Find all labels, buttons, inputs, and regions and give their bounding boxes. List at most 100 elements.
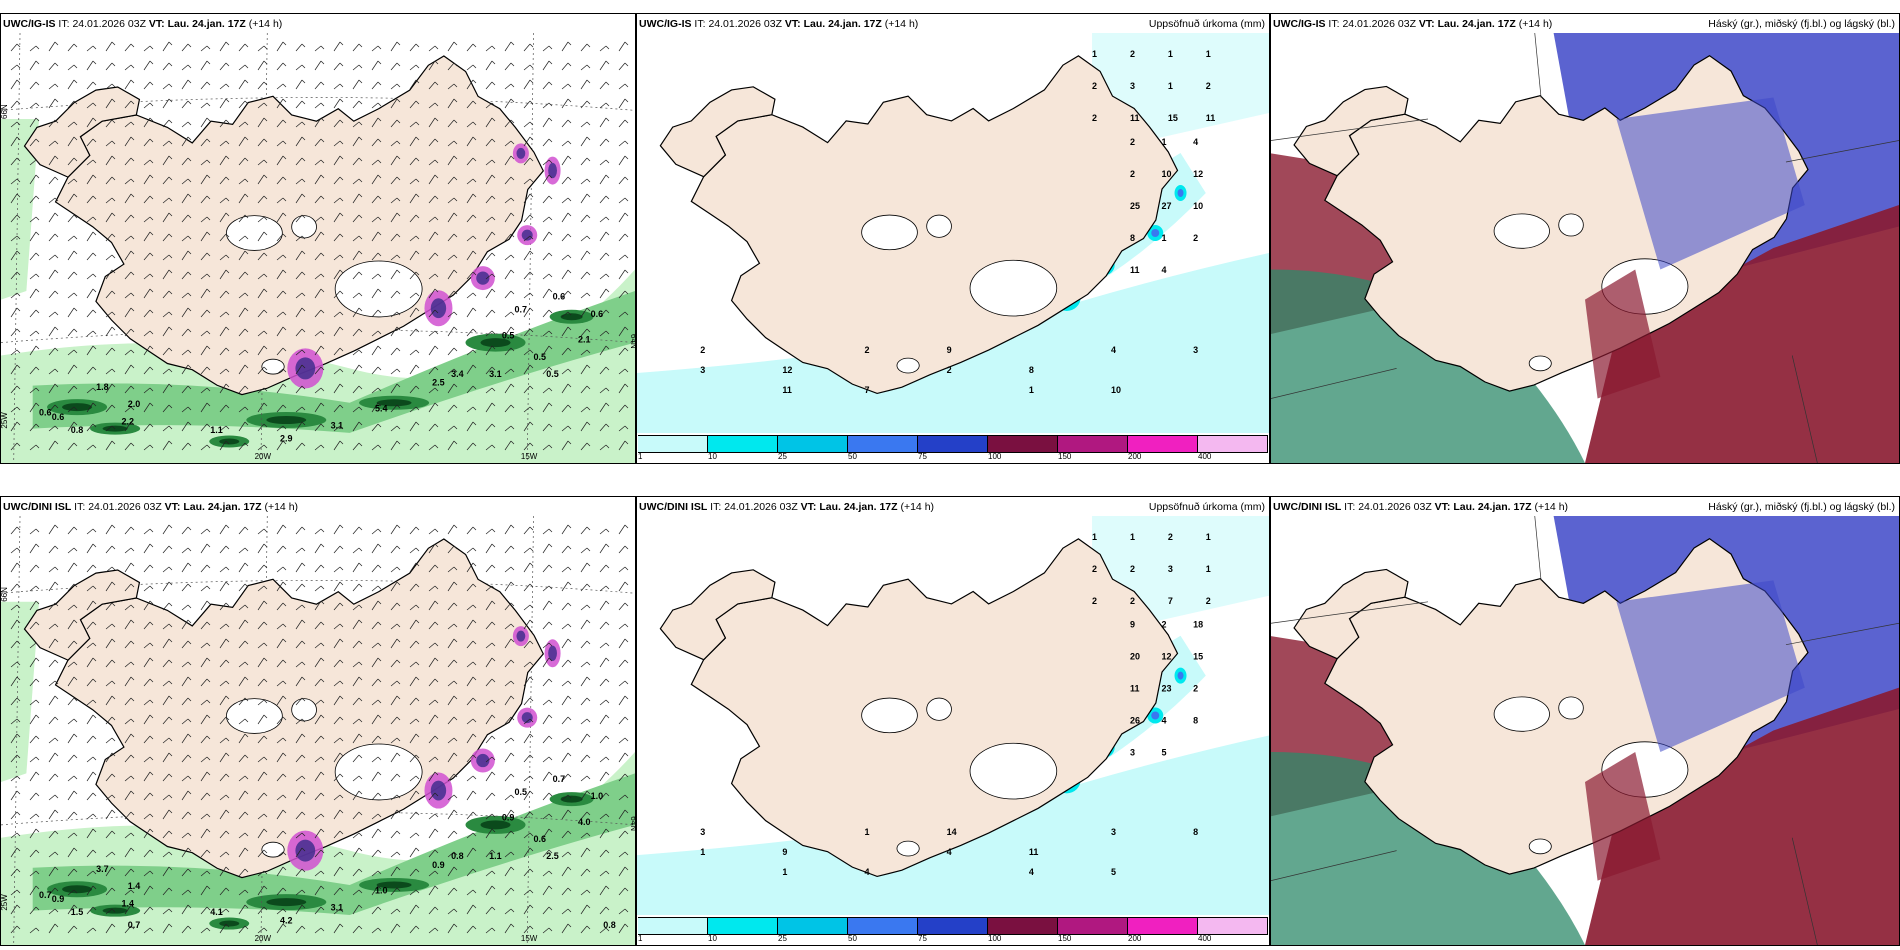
panel-header: UWC/DINI ISL IT: 24.01.2026 03Z VT: Lau.…	[3, 500, 631, 514]
map-title: Uppsöfnuð úrkoma (mm)	[1148, 18, 1265, 30]
map-title: Háský (gr.), miðský (fj.bl.) og lágský (…	[1708, 501, 1895, 513]
precip-value-label: 8	[1029, 365, 1034, 375]
legend-tick-label: 150	[1058, 934, 1072, 943]
wind-value-label: 0.7	[553, 774, 566, 784]
precip-value-label: 4	[1111, 345, 1116, 355]
wind-value-label: 0.9	[432, 860, 445, 870]
graticule-label: 15W	[521, 934, 538, 943]
graticule-label: 25W	[1, 894, 9, 911]
wind-value-label: 0.5	[546, 369, 559, 379]
precip-value-label: 26	[1130, 715, 1140, 725]
it-label: IT:	[74, 501, 86, 513]
lead-time: (+14 h)	[248, 18, 283, 30]
legend-tick-label: 10	[708, 934, 717, 943]
wind-value-label: 1.1	[210, 425, 223, 435]
wind-barbs	[10, 41, 629, 451]
snow-contours	[287, 626, 561, 871]
wind-value-label: 2.0	[128, 399, 141, 409]
legend-swatch	[848, 918, 918, 934]
legend-swatch	[1058, 918, 1128, 934]
precip-value-label: 11	[1130, 265, 1140, 275]
snow-contours	[287, 143, 561, 389]
wind-value-label: 2.1	[578, 335, 591, 345]
precip-value-label: 9	[947, 345, 952, 355]
lead-time: (+14 h)	[1518, 18, 1553, 30]
iceland-landmass	[23, 55, 545, 396]
legend-swatch	[848, 436, 918, 452]
precip-value-label: 25	[1130, 201, 1140, 211]
vt-label: VT:	[784, 18, 801, 30]
legend-swatch	[918, 436, 988, 452]
precip-value-label: 3	[700, 827, 705, 837]
precip-value-label: 2	[947, 365, 952, 375]
wind-value-label: 0.7	[515, 305, 528, 315]
wind-value-label: 2.5	[432, 378, 445, 388]
precip-value-label: 3	[1130, 81, 1135, 91]
legend-swatch	[708, 436, 778, 452]
precip-value-label: 1	[1206, 49, 1211, 59]
lead-time: (+14 h)	[1534, 501, 1569, 513]
panel-precip-ig: UWC/IG-IS IT: 24.01.2026 03Z VT: Lau. 24…	[636, 13, 1270, 464]
precip-value-label: 3	[1168, 564, 1173, 574]
graticule-label: 64N	[629, 816, 635, 831]
legend-swatch	[778, 918, 848, 934]
wind-value-label: 2.2	[121, 416, 134, 426]
precip-value-label: 5	[1111, 867, 1116, 877]
vt-value: Lau. 24.jan. 17Z	[167, 18, 246, 30]
precip-value-label: 5	[1162, 747, 1167, 757]
lead-time: (+14 h)	[884, 18, 919, 30]
precip-value-label: 1	[782, 867, 787, 877]
it-label: IT:	[1328, 18, 1340, 30]
wind-value-label: 0.7	[128, 920, 141, 930]
precip-map: 1 1 2 1 2 2 3 1 2 2 7 2 9 2 18 20 12 15 11 23 2 26 4 8 3 5 3 9 4 14 11…	[637, 516, 1269, 915]
wind-value-labels: 0.6 0.60.81.82.22.01.12.93.15.42.53.4 3.10…	[39, 292, 603, 444]
precip-value-label: 2	[1168, 532, 1173, 542]
legend-tick-label: 50	[848, 934, 857, 943]
wind-value-label: 1.1	[489, 851, 502, 861]
legend-swatch	[1128, 436, 1198, 452]
legend-tick-label: 50	[848, 452, 857, 461]
wind-value-label: 3.7	[96, 864, 109, 874]
model-name: UWC/IG-IS	[1273, 18, 1326, 30]
panel-header: UWC/IG-IS IT: 24.01.2026 03Z VT: Lau. 24…	[1273, 17, 1895, 31]
wind-value-label: 3.4	[451, 369, 464, 379]
precip-value-label: 12	[1162, 652, 1172, 662]
precip-value-label: 7	[1168, 596, 1173, 606]
precip-value-label: 10	[1162, 169, 1172, 179]
graticule-label: 25W	[1, 412, 9, 429]
precip-value-label: 1	[1162, 233, 1167, 243]
wind-value-label: 3.1	[331, 903, 344, 913]
wind-value-label: 1.4	[128, 881, 141, 891]
precip-value-label: 1	[1029, 385, 1034, 395]
legend-tick-label: 200	[1128, 452, 1142, 461]
precip-value-label: 11	[782, 385, 792, 395]
precip-color-legend: 1 10 25 50 75 100 150 200 400	[637, 917, 1269, 945]
precip-value-label: 3	[700, 365, 705, 375]
precip-value-label: 2	[1092, 81, 1097, 91]
iceland-landmass	[659, 55, 1179, 395]
legend-tick-label: 100	[988, 452, 1002, 461]
wind-value-label: 0.6	[591, 309, 604, 319]
precip-value-label: 2	[1162, 620, 1167, 630]
precip-value-label: 10	[1193, 201, 1203, 211]
graticule	[1271, 33, 1899, 463]
precip-value-label: 1	[1206, 532, 1211, 542]
wind-value-label: 0.9	[502, 813, 515, 823]
panel-header: UWC/DINI ISL IT: 24.01.2026 03Z VT: Lau.…	[1273, 500, 1895, 514]
wind-value-label: 0.8	[71, 425, 84, 435]
panel-header: UWC/IG-IS IT: 24.01.2026 03Z VT: Lau. 24…	[3, 17, 631, 31]
wind-value-label: 3.1	[489, 369, 502, 379]
vt-value: Lau. 24.jan. 17Z	[1437, 18, 1516, 30]
precip-value-label: 1	[1206, 564, 1211, 574]
precip-map: 1 2 1 1 2 3 1 2 2 11 15 11 2 1 4 2 10 12 25 27 10 8 1 2 11 4 2 12 7 9…	[637, 33, 1269, 433]
legend-tick-label: 10	[708, 452, 717, 461]
precip-value-label: 4	[1029, 867, 1034, 877]
panel-header: UWC/DINI ISL IT: 24.01.2026 03Z VT: Lau.…	[639, 500, 1265, 514]
vt-value: Lau. 24.jan. 17Z	[183, 501, 262, 513]
precip-value-label: 4	[1162, 265, 1167, 275]
wind-value-label: 1.0	[591, 791, 604, 801]
panel-wind-dini: UWC/DINI ISL IT: 24.01.2026 03Z VT: Lau.…	[0, 496, 636, 946]
wind-value-label: 1.5	[71, 907, 84, 917]
legend-swatch	[778, 436, 848, 452]
